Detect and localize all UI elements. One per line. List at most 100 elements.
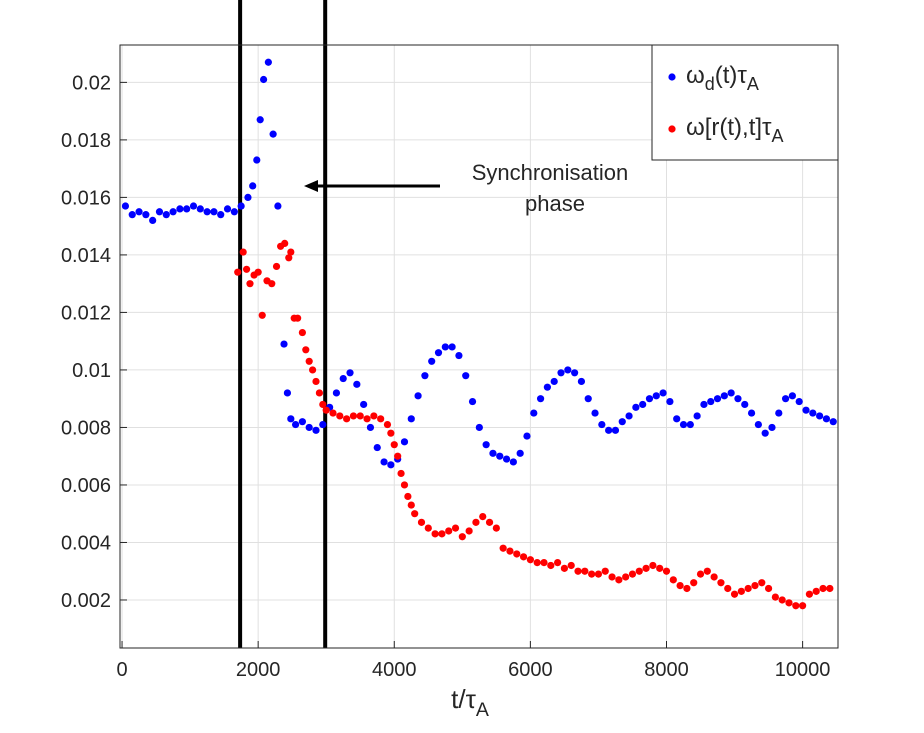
legend-marker	[668, 125, 676, 133]
point	[710, 573, 718, 581]
point	[441, 343, 449, 351]
point	[176, 205, 184, 213]
point	[287, 415, 295, 423]
point	[577, 377, 586, 386]
legend-box	[651, 44, 839, 161]
y-tick-label: 0.006	[61, 475, 111, 497]
point	[560, 564, 569, 572]
point	[237, 202, 245, 210]
point	[639, 400, 647, 409]
point	[690, 579, 698, 587]
annotation-text: Synchronisation	[472, 160, 629, 185]
point	[162, 211, 170, 219]
annotation: Synchronisation phase	[304, 160, 628, 216]
point	[274, 202, 282, 210]
point	[149, 216, 157, 225]
point	[346, 369, 354, 377]
point	[472, 518, 480, 526]
point	[210, 208, 218, 216]
point	[428, 357, 436, 365]
label-part: A	[772, 126, 784, 146]
point	[390, 441, 398, 449]
point	[298, 418, 306, 426]
point	[414, 392, 422, 400]
point	[492, 524, 500, 532]
annotation-text: phase	[525, 191, 585, 216]
point	[625, 412, 633, 420]
point	[720, 392, 728, 400]
point	[366, 423, 375, 432]
point	[312, 426, 320, 434]
point	[700, 400, 708, 409]
legend-marker	[668, 73, 676, 81]
marks	[121, 0, 837, 648]
point	[557, 369, 565, 377]
point	[377, 415, 385, 423]
point	[502, 455, 511, 463]
point	[744, 584, 752, 593]
point	[799, 602, 807, 610]
point	[360, 400, 368, 409]
point	[741, 400, 749, 409]
arrow-head	[304, 180, 318, 192]
point	[829, 418, 837, 426]
point	[649, 561, 657, 570]
label-part: (t)τ	[715, 62, 748, 89]
y-tick-label: 0.002	[61, 590, 111, 612]
point	[530, 409, 538, 417]
point	[294, 314, 302, 322]
legend-label: ω[r(t),t]τA	[686, 114, 784, 146]
y-tick-label: 0.012	[61, 302, 111, 324]
point	[196, 205, 204, 213]
point	[693, 412, 701, 420]
point	[234, 268, 242, 276]
point	[588, 570, 596, 578]
label-part: A	[476, 699, 489, 721]
point	[404, 492, 412, 501]
point	[564, 366, 572, 374]
point	[239, 248, 247, 256]
point	[785, 599, 793, 607]
point	[802, 406, 810, 414]
point	[727, 389, 735, 397]
y-tick-label: 0.018	[61, 130, 111, 152]
plot-frame	[119, 44, 839, 649]
y-tick-label: 0.01	[72, 360, 111, 382]
point	[281, 239, 289, 248]
point	[135, 208, 143, 216]
point	[343, 415, 351, 423]
point	[302, 346, 310, 354]
point	[574, 567, 582, 575]
point	[533, 558, 541, 567]
point	[618, 418, 626, 426]
point	[203, 208, 211, 216]
point	[329, 409, 337, 417]
point	[816, 412, 824, 420]
point	[805, 590, 814, 598]
x-axis-label: t/τA	[451, 684, 489, 721]
point	[291, 420, 300, 429]
y-tick-label: 0.02	[72, 72, 111, 94]
point	[400, 481, 409, 489]
point	[673, 415, 681, 423]
legend: ωd(t)τAω[r(t),t]τA	[651, 44, 839, 161]
point	[356, 412, 364, 420]
point	[788, 392, 797, 400]
point	[305, 423, 313, 432]
point	[605, 426, 613, 434]
point	[319, 400, 327, 409]
point	[305, 357, 313, 365]
x-tick-label: 2000	[236, 659, 281, 681]
label-part: ω[r(t),t]τ	[686, 114, 772, 141]
point	[547, 561, 555, 570]
point	[431, 530, 439, 538]
point	[676, 582, 684, 590]
point	[285, 254, 293, 262]
point	[635, 567, 643, 575]
point	[581, 567, 589, 575]
point	[659, 389, 667, 397]
point	[567, 561, 575, 570]
point	[217, 211, 225, 219]
point	[479, 512, 487, 521]
y-tick-label: 0.008	[61, 417, 111, 439]
